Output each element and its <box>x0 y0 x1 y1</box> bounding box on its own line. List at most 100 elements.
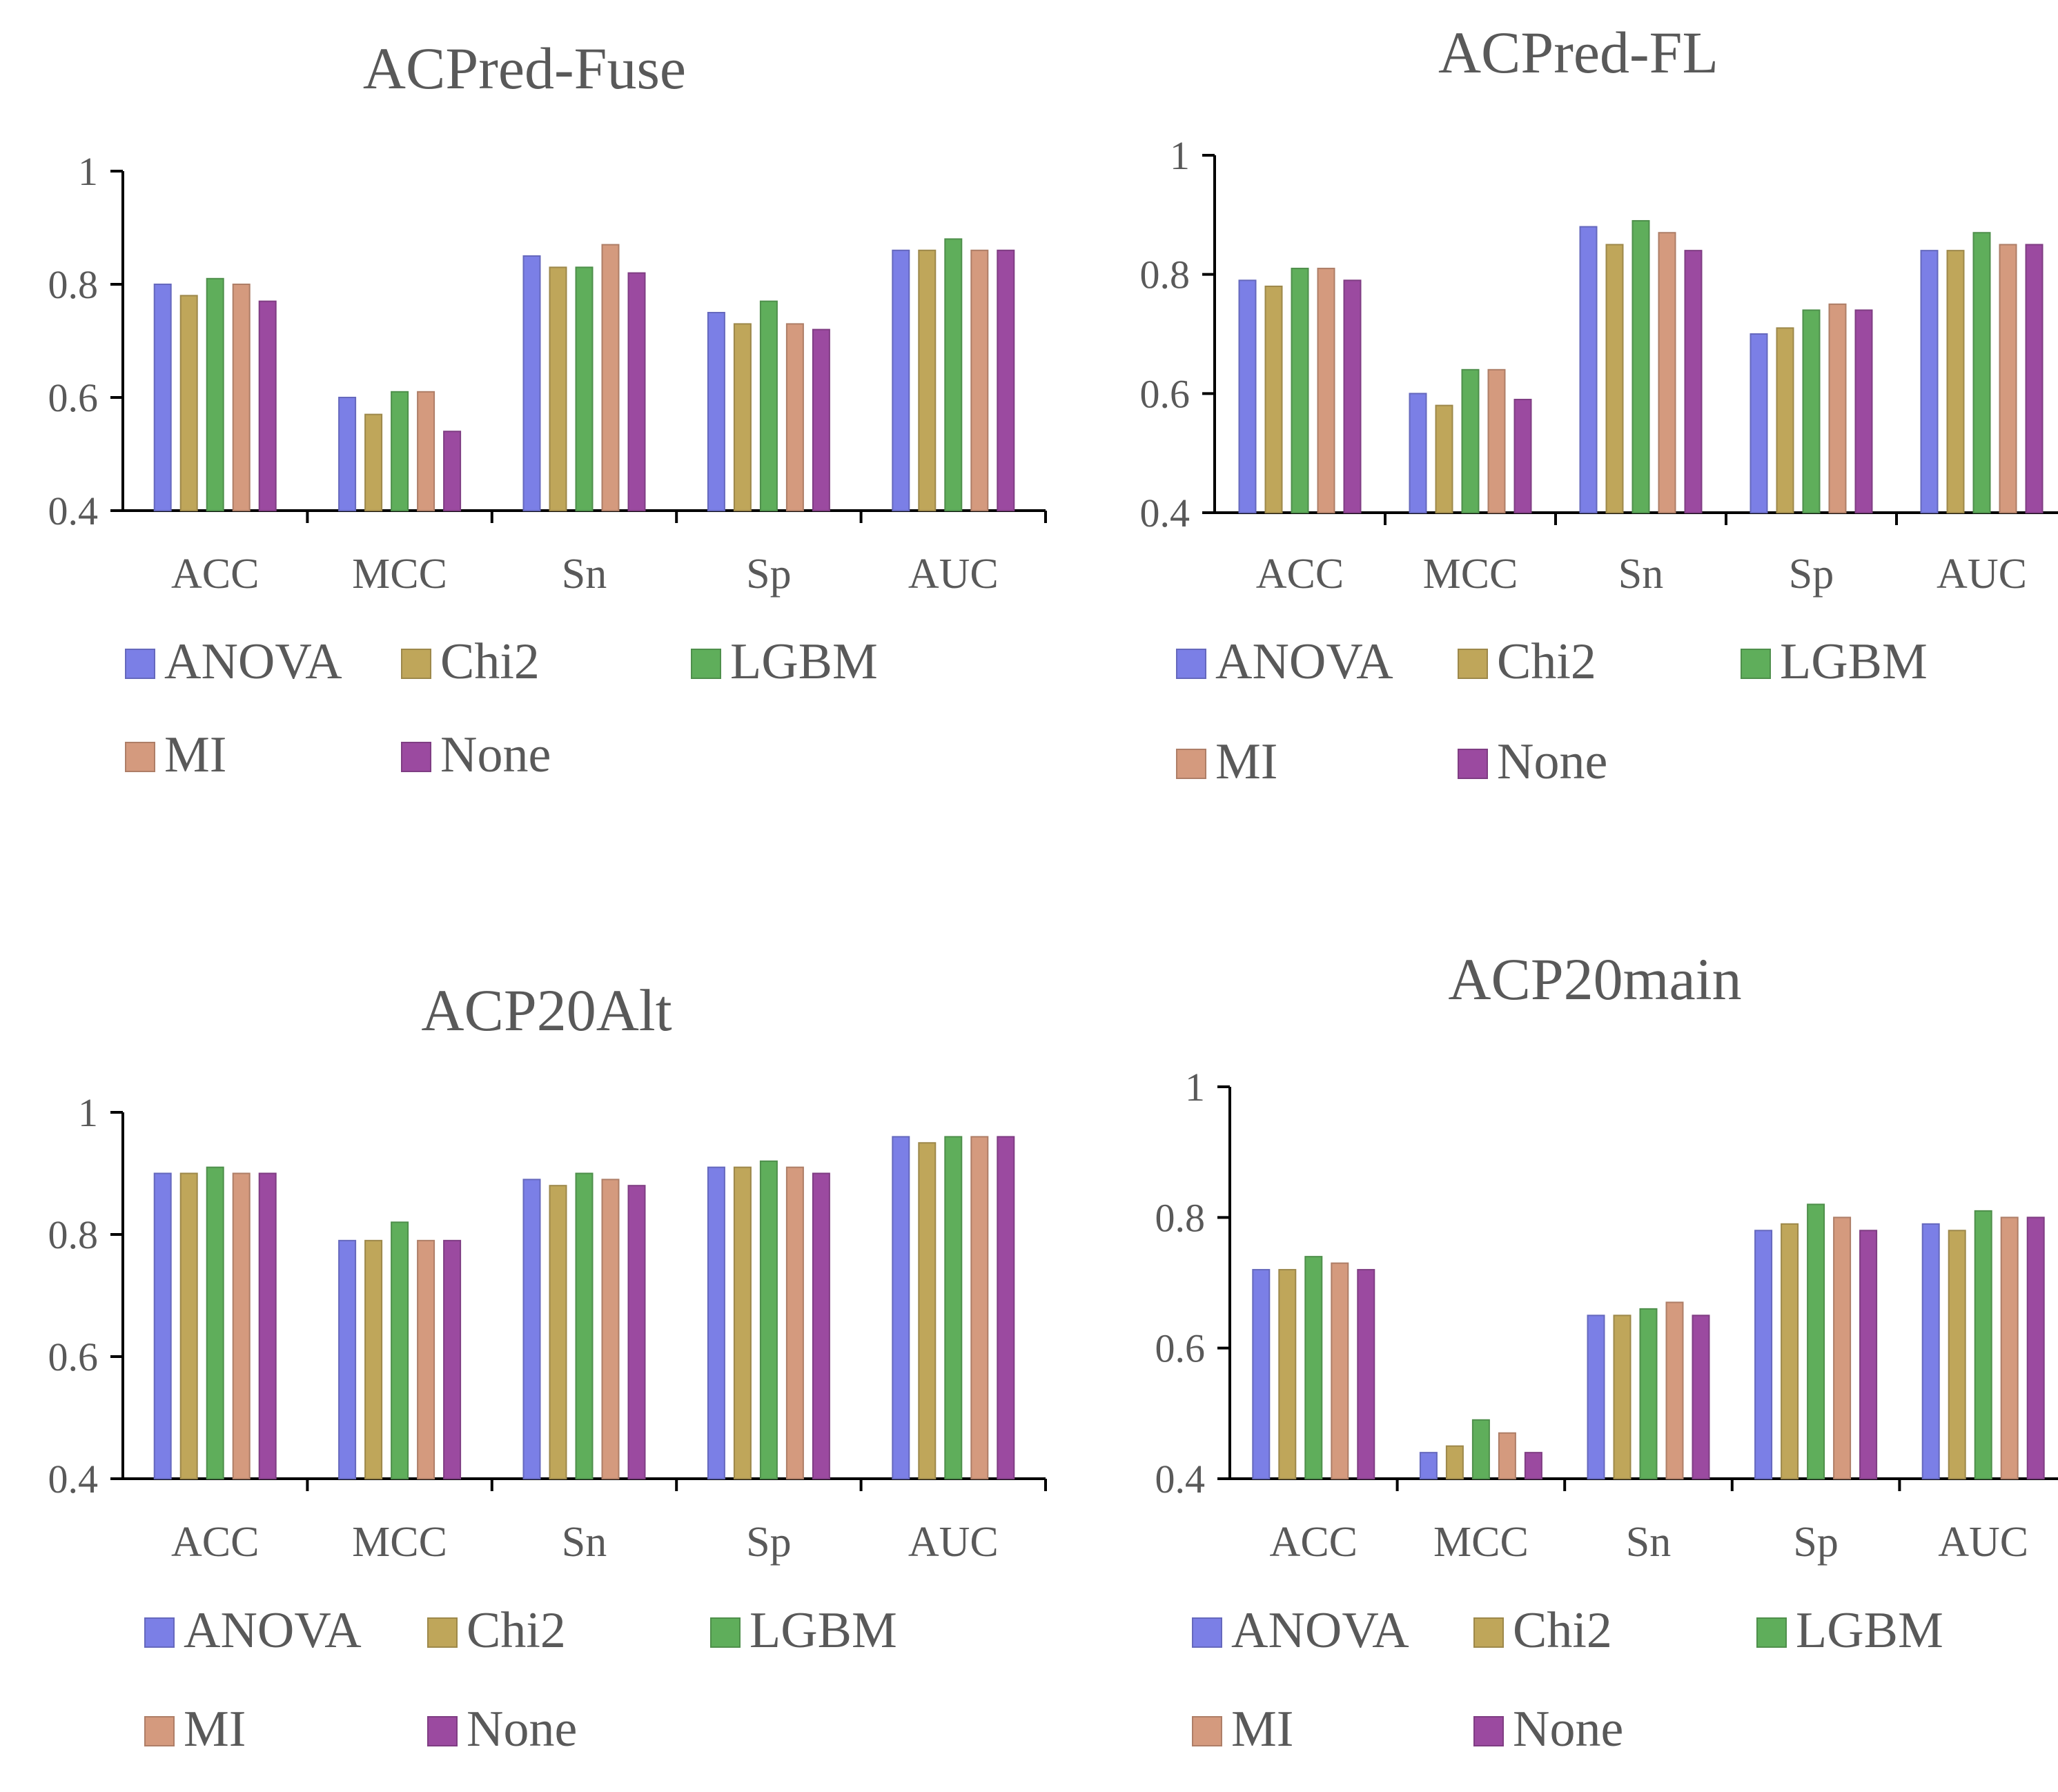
bar-anova-sp <box>707 312 725 511</box>
bar-chi2-acc <box>1264 285 1283 513</box>
legend-label-mi: MI <box>164 727 226 783</box>
bar-lgbm-auc <box>944 238 963 511</box>
bar-lgbm-mcc <box>1461 368 1480 513</box>
bar-lgbm-auc <box>944 1136 963 1480</box>
chart-panel-4: ACP20main 0.4 0.6 0.8 1 ACC MCC Sn Sp AUC ANOVA Chi… <box>1155 946 2058 1757</box>
chart-panel-1: ACPred-Fuse 0.4 0.6 0.8 1 ACC MCC Sn Sp AUC ANOVA C… <box>48 35 1047 783</box>
x-tick-label: Sn <box>1626 1519 1671 1566</box>
legend-swatch-none <box>427 1716 458 1746</box>
legend-swatch-none <box>401 742 431 772</box>
bar-mi-acc <box>232 284 251 511</box>
y-tick-label: 0.6 <box>1140 371 1190 416</box>
bar-anova-mcc <box>1419 1452 1438 1479</box>
bar-lgbm-auc <box>1972 232 1991 513</box>
x-tick-label: Sn <box>562 551 607 598</box>
bar-chi2-mcc <box>364 413 383 511</box>
y-tick-label: 0.8 <box>48 262 99 307</box>
bar-mi-acc <box>1331 1262 1349 1479</box>
bar-anova-sn <box>522 1179 541 1479</box>
y-tick-label: 0.8 <box>1155 1195 1206 1240</box>
bar-chi2-sn <box>1613 1315 1631 1480</box>
x-tick-label: AUC <box>1938 1519 2028 1566</box>
bar-chi2-auc <box>1948 1230 1966 1480</box>
bar-lgbm-auc <box>1974 1210 1992 1480</box>
bar-anova-sp <box>707 1166 725 1480</box>
bar-anova-sn <box>522 255 541 511</box>
bar-chi2-mcc <box>1445 1445 1464 1480</box>
bar-anova-sn <box>1587 1315 1605 1480</box>
x-tick-label: MCC <box>352 1519 447 1566</box>
bar-anova-mcc <box>1409 393 1427 513</box>
bar-chi2-mcc <box>1435 404 1453 513</box>
chart-title: ACPred-FL <box>1438 19 1718 86</box>
bar-chi2-sp <box>733 323 752 511</box>
bar-mi-sp <box>785 1166 804 1480</box>
bar-none-auc <box>2026 1217 2045 1480</box>
bar-anova-sn <box>1579 226 1598 513</box>
legend-label-anova: ANOVA <box>1215 633 1393 690</box>
bar-chi2-auc <box>1946 250 1965 513</box>
legend-swatch-lgbm <box>1741 649 1771 679</box>
bar-lgbm-mcc <box>391 391 409 511</box>
bar-none-acc <box>1357 1269 1375 1479</box>
bar-none-sp <box>812 328 830 511</box>
y-tick-label: 1 <box>1185 1065 1205 1110</box>
x-tick-label: Sp <box>746 551 791 598</box>
legend-swatch-lgbm <box>691 649 721 679</box>
legend-swatch-none <box>1458 749 1488 779</box>
bar-mi-auc <box>970 249 989 511</box>
bar-lgbm-acc <box>1304 1256 1323 1479</box>
bar-lgbm-mcc <box>391 1221 409 1480</box>
legend-label-chi2: Chi2 <box>467 1602 566 1659</box>
x-tick-label: AUC <box>908 1519 999 1566</box>
bar-none-auc <box>997 249 1015 511</box>
bar-none-auc <box>2025 244 2044 513</box>
legend-swatch-anova <box>1176 649 1206 679</box>
x-tick-label: MCC <box>1433 1519 1529 1566</box>
bar-anova-auc <box>1920 250 1939 513</box>
y-tick-label: 0.6 <box>48 375 99 420</box>
bar-anova-acc <box>1238 279 1257 513</box>
bar-anova-mcc <box>338 1239 357 1479</box>
legend-label-none: None <box>1497 733 1607 790</box>
legend-label-none: None <box>440 727 551 783</box>
bar-mi-acc <box>1317 268 1335 513</box>
x-tick-label: ACC <box>1256 551 1344 598</box>
legend-label-lgbm: LGBM <box>749 1602 897 1659</box>
y-tick-label: 0.6 <box>1155 1326 1206 1371</box>
bar-none-auc <box>997 1136 1015 1480</box>
y-tick-label: 0.4 <box>1155 1457 1206 1501</box>
x-tick-label: Sn <box>1618 551 1663 598</box>
bar-none-sn <box>627 272 646 511</box>
y-tick-label: 0.8 <box>1140 253 1190 297</box>
x-tick-label: Sp <box>1793 1519 1838 1566</box>
bar-anova-auc <box>1921 1223 1940 1480</box>
bar-mi-mcc <box>1498 1432 1516 1480</box>
legend-label-chi2: Chi2 <box>1497 633 1596 690</box>
y-tick-label: 0.4 <box>48 489 99 533</box>
legend-swatch-anova <box>1192 1617 1222 1648</box>
bar-chi2-auc <box>918 249 937 511</box>
bar-mi-mcc <box>417 391 435 511</box>
legend-label-mi: MI <box>1231 1701 1293 1757</box>
legend-label-anova: ANOVA <box>1231 1602 1409 1659</box>
bar-none-sp <box>812 1172 830 1479</box>
bar-none-sp <box>1854 309 1873 513</box>
legend-label-anova: ANOVA <box>164 633 342 690</box>
legend-swatch-lgbm <box>1756 1617 1787 1648</box>
legend-swatch-chi2 <box>427 1617 458 1648</box>
bar-lgbm-acc <box>206 277 224 511</box>
y-tick-label: 1 <box>78 1090 98 1135</box>
y-tick-label: 1 <box>1170 133 1190 178</box>
bar-lgbm-sp <box>759 300 778 511</box>
chart-panel-3: ACP20Alt 0.4 0.6 0.8 1 ACC MCC Sn Sp AUC ANOVA Chi2… <box>48 977 1047 1757</box>
x-tick-label: MCC <box>352 551 447 598</box>
bar-lgbm-sn <box>1631 219 1650 513</box>
chart-title: ACP20Alt <box>421 977 672 1043</box>
bar-none-sn <box>627 1185 646 1479</box>
bar-anova-auc <box>892 1136 910 1480</box>
bar-mi-sn <box>1665 1301 1684 1480</box>
x-tick-label: ACC <box>1270 1519 1358 1566</box>
bar-lgbm-sp <box>759 1160 778 1480</box>
bar-none-acc <box>1343 279 1362 513</box>
